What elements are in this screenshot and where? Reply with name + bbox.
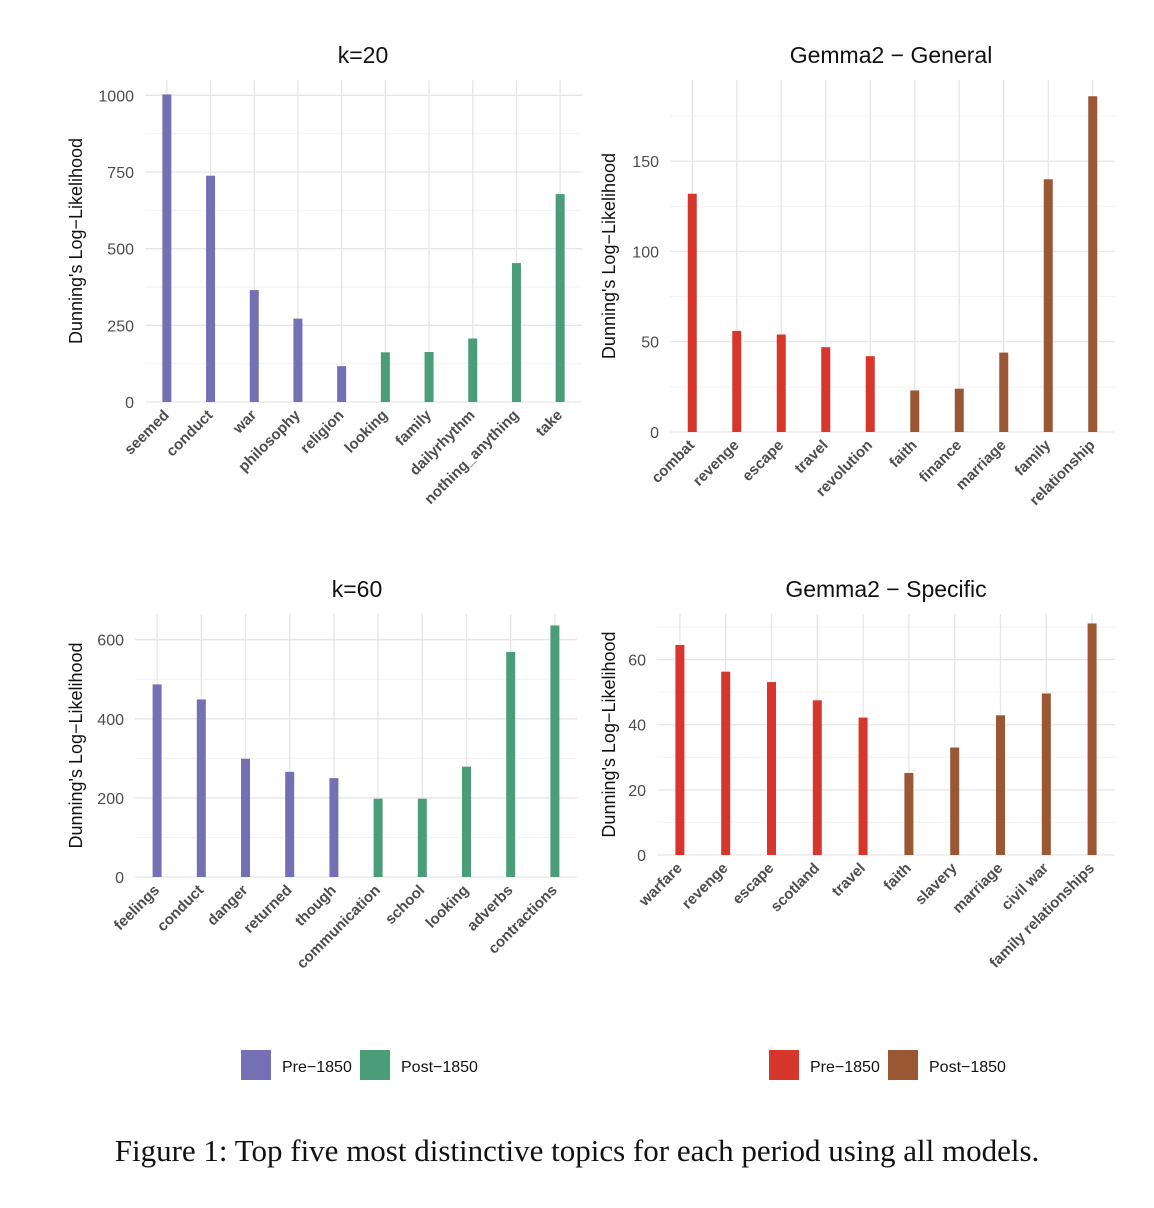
x-tick-label: religion <box>297 407 347 457</box>
bar <box>904 772 914 855</box>
chart-title: Gemma2 − Specific <box>785 576 986 602</box>
bar <box>329 778 339 877</box>
bar <box>285 771 295 877</box>
y-tick-label: 750 <box>107 165 134 182</box>
bar <box>511 263 521 402</box>
y-axis-label: Dunning's Log−Likelihood <box>599 153 619 359</box>
x-tick-label: revenge <box>679 860 732 913</box>
bar <box>196 699 206 877</box>
x-tick-label: warfare <box>635 860 685 910</box>
x-tick-label: faith <box>880 860 914 894</box>
bar <box>380 352 390 402</box>
y-tick-label: 40 <box>628 718 646 735</box>
x-tick-label: escape <box>739 437 787 485</box>
bar <box>506 651 516 877</box>
chart-title: Gemma2 − General <box>790 42 993 68</box>
x-tick-label: scotland <box>767 860 823 916</box>
x-tick-label: returned <box>240 882 295 937</box>
x-tick-label: take <box>533 407 566 440</box>
y-axis-label: Dunning's Log−Likelihood <box>66 138 86 344</box>
chart-title: k=60 <box>332 576 383 602</box>
y-axis-label: Dunning's Log−Likelihood <box>599 631 619 837</box>
bar <box>996 715 1005 855</box>
bar <box>468 338 478 402</box>
y-tick-label: 150 <box>632 154 659 171</box>
y-tick-label: 0 <box>637 848 646 865</box>
bar <box>1043 179 1053 432</box>
y-tick-label: 20 <box>628 783 646 800</box>
bar <box>1088 96 1098 432</box>
bar <box>417 798 427 877</box>
bar <box>675 644 685 855</box>
x-tick-label: travel <box>791 437 831 477</box>
bar <box>776 334 786 432</box>
bar <box>821 347 831 432</box>
y-tick-label: 200 <box>97 791 124 808</box>
bar <box>812 700 822 855</box>
chart-title: k=20 <box>338 42 389 68</box>
bar <box>162 94 172 402</box>
bar <box>152 684 162 877</box>
bar <box>550 625 560 877</box>
x-tick-label: school <box>382 882 428 928</box>
y-tick-label: 500 <box>107 242 134 259</box>
bar <box>241 758 250 877</box>
bar <box>950 747 960 855</box>
legend-swatch <box>360 1050 390 1080</box>
legend-swatch <box>888 1050 918 1080</box>
y-tick-label: 0 <box>650 425 659 442</box>
y-tick-label: 100 <box>632 244 659 261</box>
x-tick-label: conduct <box>163 407 216 460</box>
figure-caption: Figure 1: Top five most distinctive topi… <box>114 1133 1040 1168</box>
y-tick-label: 60 <box>628 653 646 670</box>
bar <box>954 388 964 432</box>
y-tick-label: 0 <box>125 395 134 412</box>
y-tick-label: 0 <box>115 870 124 887</box>
x-tick-label: conduct <box>154 882 207 935</box>
bar <box>767 682 776 855</box>
bar <box>424 352 434 402</box>
x-tick-label: travel <box>829 860 869 900</box>
legend-swatch <box>769 1050 799 1080</box>
bar <box>337 366 347 402</box>
bar <box>1041 693 1051 855</box>
bar <box>858 717 868 855</box>
bar <box>373 798 383 877</box>
legend-label: Pre−1850 <box>282 1059 352 1076</box>
bar <box>721 671 731 855</box>
bar <box>293 318 303 402</box>
x-tick-label: revenge <box>690 437 743 490</box>
y-axis-label: Dunning's Log−Likelihood <box>66 642 86 848</box>
bar <box>249 290 259 402</box>
y-tick-label: 50 <box>641 335 659 352</box>
bar <box>206 175 216 402</box>
x-tick-label: faith <box>886 437 920 471</box>
legend-label: Post−1850 <box>929 1059 1006 1076</box>
y-tick-label: 1000 <box>98 88 134 105</box>
y-tick-label: 400 <box>97 712 124 729</box>
x-tick-label: family <box>392 406 435 449</box>
y-tick-label: 600 <box>97 633 124 650</box>
bar <box>732 330 742 432</box>
x-tick-label: marriage <box>949 860 1006 917</box>
x-tick-label: war <box>229 407 260 438</box>
x-tick-label: family <box>1011 436 1054 479</box>
legend-label: Post−1850 <box>401 1059 478 1076</box>
legend-swatch <box>241 1050 271 1080</box>
bar <box>555 194 565 402</box>
bar <box>865 356 875 432</box>
bar <box>999 352 1009 432</box>
bar <box>1087 623 1097 855</box>
x-tick-label: feelings <box>111 882 163 934</box>
bar <box>910 390 920 432</box>
legend-label: Pre−1850 <box>810 1059 880 1076</box>
y-tick-label: 250 <box>107 318 134 335</box>
x-tick-label: looking <box>341 407 391 457</box>
bar <box>462 766 471 877</box>
x-tick-label: communication <box>294 882 384 972</box>
bar <box>687 193 697 432</box>
